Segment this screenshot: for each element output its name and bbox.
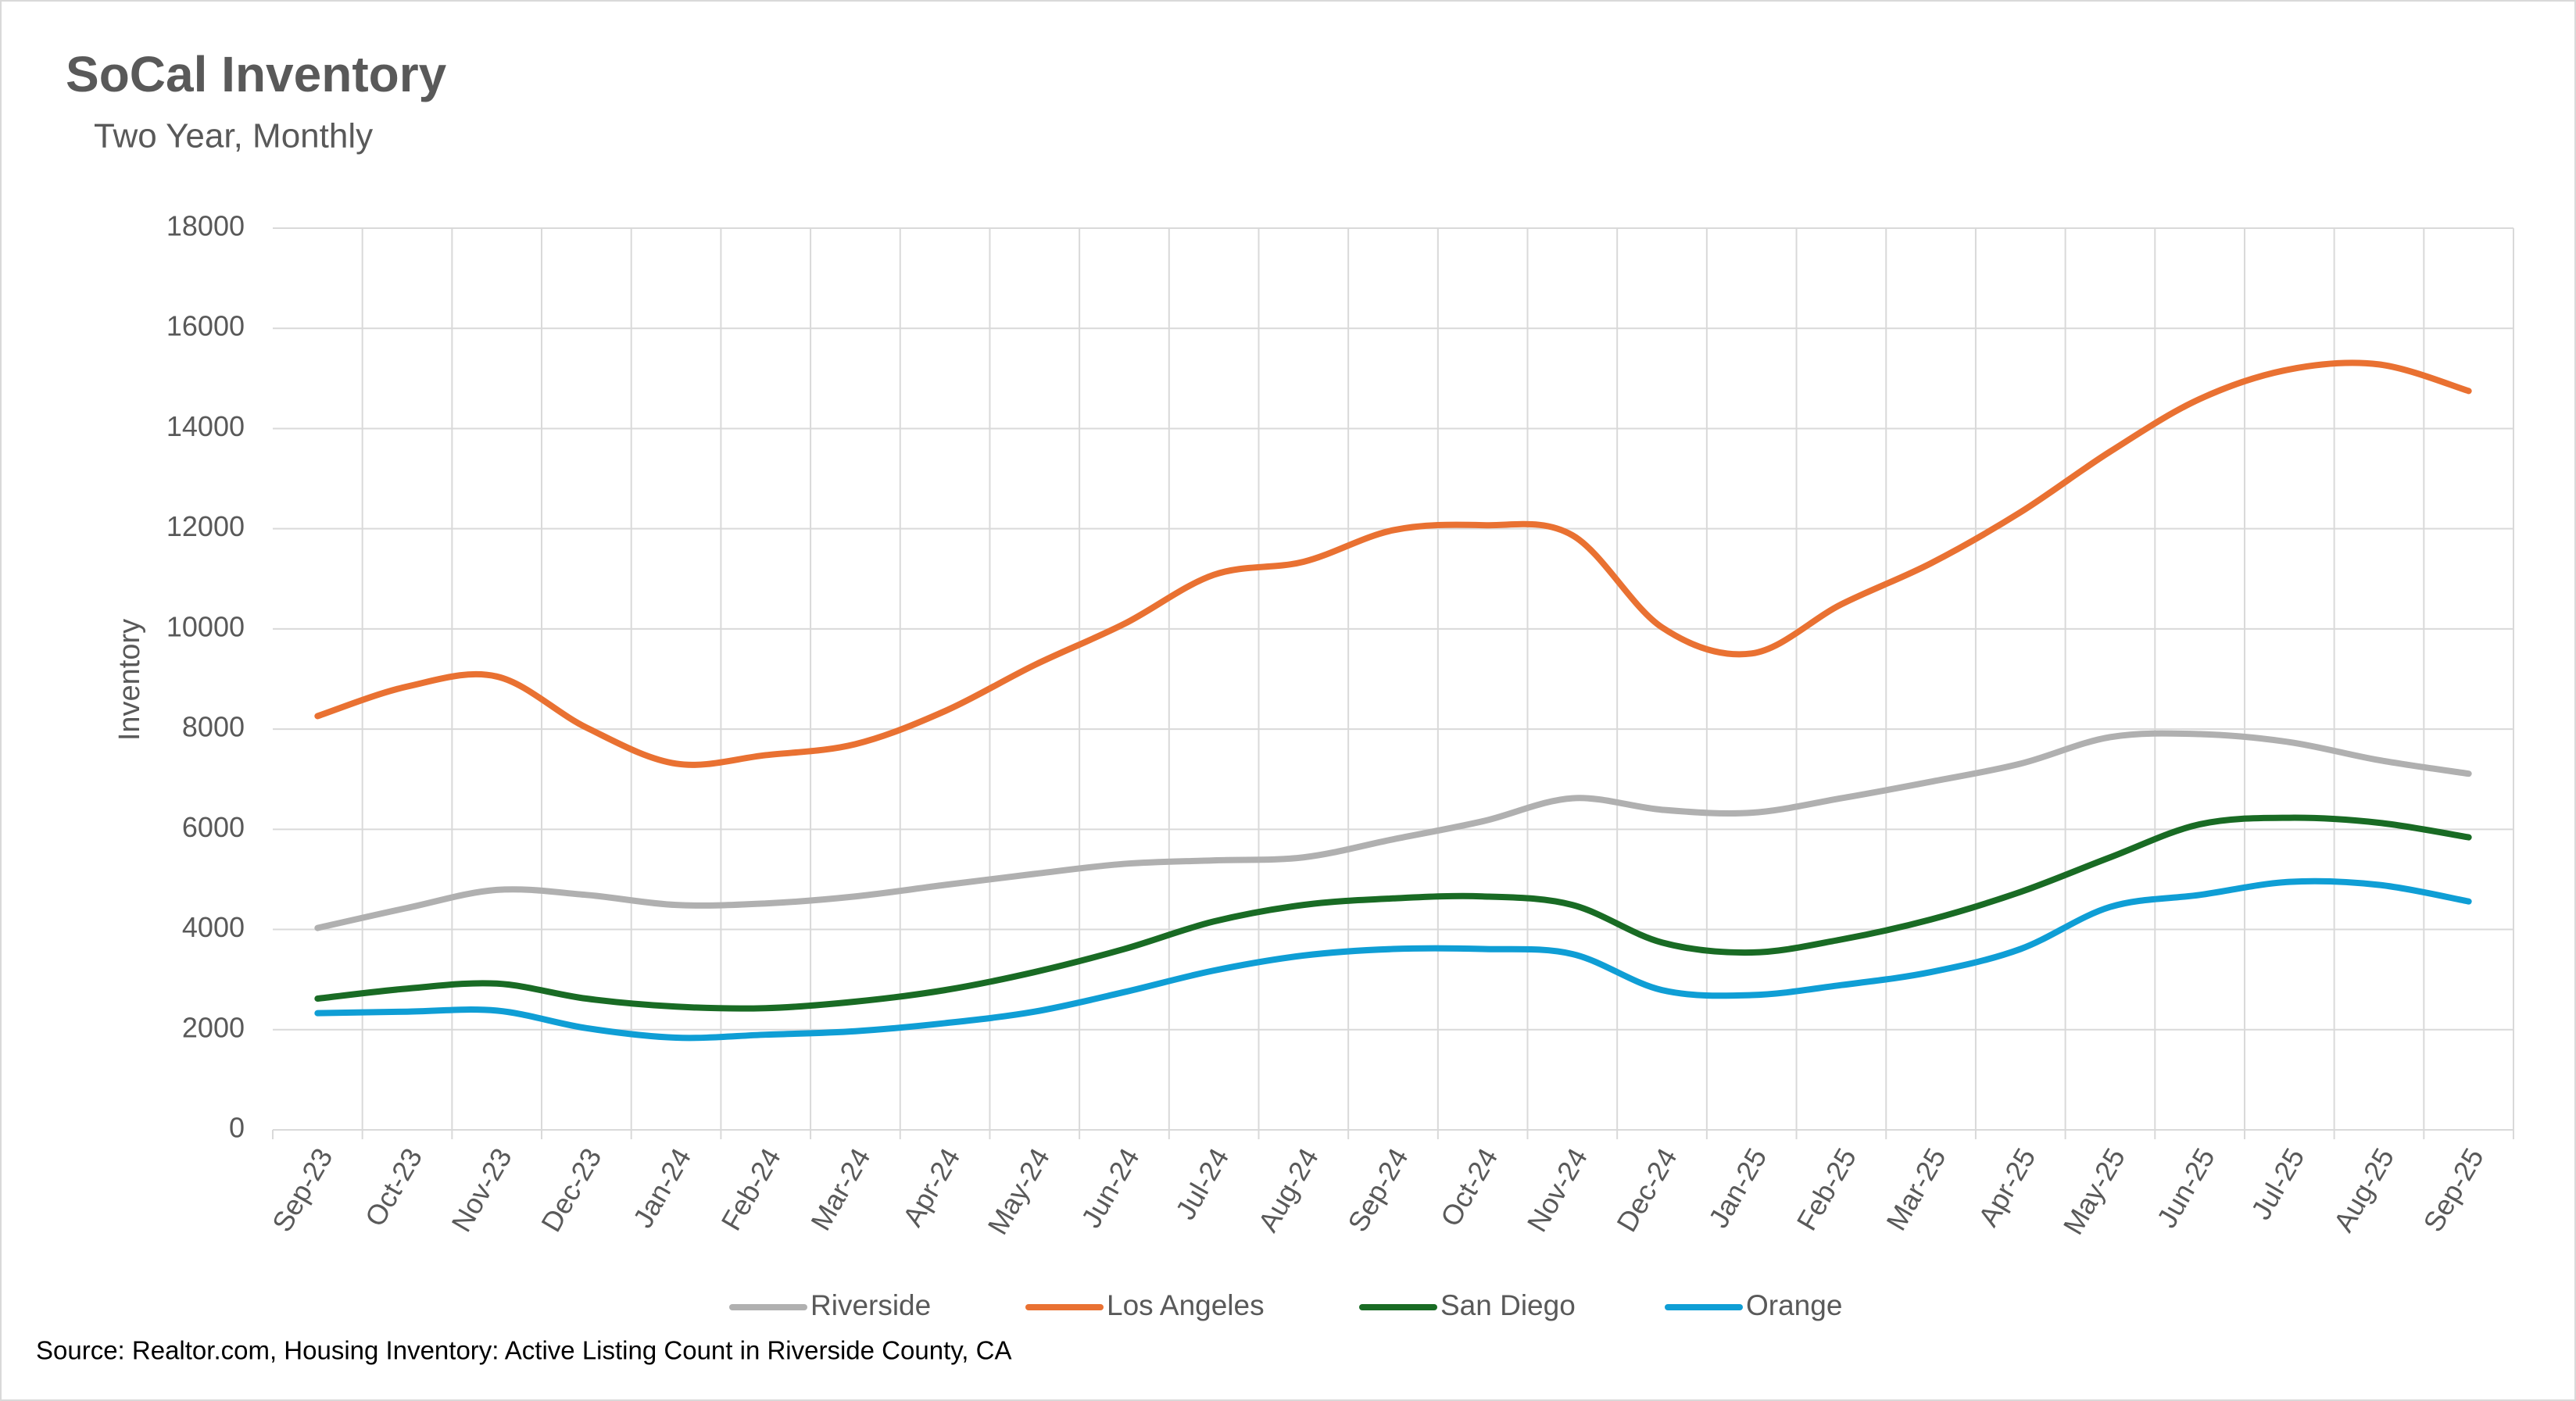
y-tick-label: 18000 — [166, 210, 245, 242]
source-note: Source: Realtor.com, Housing Inventory: … — [36, 1336, 1011, 1365]
y-tick-label: 10000 — [166, 610, 245, 642]
series-line — [314, 877, 2472, 1042]
legend-label: Los Angeles — [1107, 1289, 1265, 1321]
y-tick-label: 8000 — [182, 711, 245, 743]
series-line — [314, 359, 2472, 768]
y-tick-label: 4000 — [182, 911, 245, 943]
chart-title: SoCal Inventory — [66, 46, 447, 102]
y-axis-label: Inventory — [113, 619, 146, 741]
legend-label: Orange — [1746, 1289, 1842, 1321]
legend-label: San Diego — [1440, 1289, 1576, 1321]
legend-label: Riverside — [810, 1289, 931, 1321]
y-tick-label: 12000 — [166, 510, 245, 542]
y-tick-label: 16000 — [166, 310, 245, 342]
chart-subtitle: Two Year, Monthly — [94, 117, 373, 155]
y-tick-label: 2000 — [182, 1011, 245, 1043]
series-line — [314, 814, 2472, 1012]
y-tick-label: 6000 — [182, 811, 245, 843]
y-tick-label: 0 — [229, 1112, 245, 1144]
y-tick-label: 14000 — [166, 410, 245, 442]
series-line — [314, 730, 2472, 931]
